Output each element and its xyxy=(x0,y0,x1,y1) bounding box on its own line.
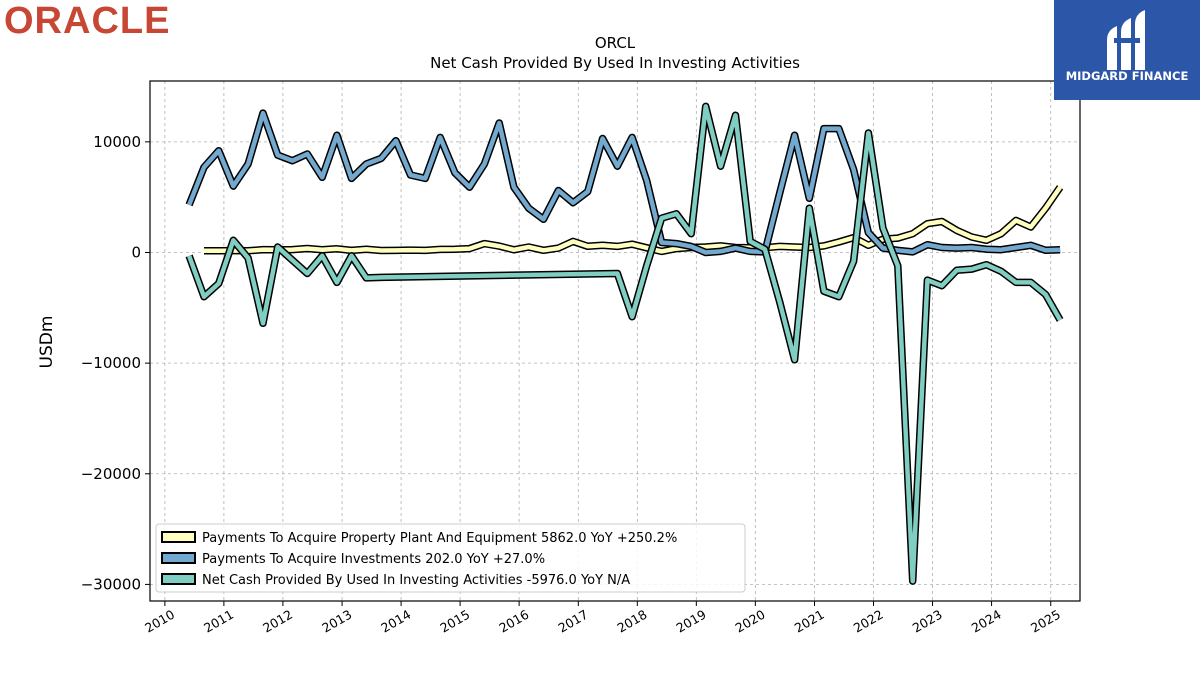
y-axis-label: USDm xyxy=(37,316,57,369)
legend-box xyxy=(155,523,746,593)
x-tick-label: 2022 xyxy=(851,607,886,636)
plot-frame xyxy=(149,80,1081,602)
x-tick-label: 2014 xyxy=(378,607,413,636)
legend-entry-label: Payments To Acquire Investments 202.0 Yo… xyxy=(202,552,545,567)
chart-title: ORCL xyxy=(595,34,636,52)
midgard-finance-logo-icon xyxy=(1107,10,1145,70)
x-tick-label: 2021 xyxy=(792,607,827,636)
legend-swatch xyxy=(161,573,196,585)
x-tick-label: 2020 xyxy=(733,607,768,636)
y-tick-label: 10000 xyxy=(93,133,141,151)
y-tick-label: −10000 xyxy=(81,354,141,372)
series-lines xyxy=(185,102,1064,585)
x-tick-label: 2012 xyxy=(260,607,295,636)
x-tick-label: 2016 xyxy=(496,607,531,636)
x-tick-label: 2025 xyxy=(1028,607,1063,636)
y-tick-label: −20000 xyxy=(81,465,141,483)
legend-entry-label: Payments To Acquire Property Plant And E… xyxy=(202,531,677,546)
x-tick-label: 2011 xyxy=(201,607,236,636)
x-tick-label: 2010 xyxy=(142,607,177,636)
x-tick-label: 2015 xyxy=(437,607,472,636)
chart-subtitle: Net Cash Provided By Used In Investing A… xyxy=(430,54,800,72)
oracle-logo: ORACLE xyxy=(4,0,171,42)
series-line-1 xyxy=(187,110,1061,255)
series-line-outline-1 xyxy=(185,109,1061,257)
x-tick-label: 2024 xyxy=(969,607,1004,636)
x-tick-label: 2017 xyxy=(556,607,591,636)
legend: Payments To Acquire Property Plant And E… xyxy=(155,523,746,593)
y-tick-label: −30000 xyxy=(81,575,141,593)
legend-swatch xyxy=(161,531,196,543)
badge-label: MIDGARD FINANCE xyxy=(1065,69,1189,83)
series-line-2 xyxy=(186,104,1063,584)
y-tick-label: 0 xyxy=(131,243,141,261)
legend-entry-label: Net Cash Provided By Used In Investing A… xyxy=(202,573,630,588)
series-line-0 xyxy=(203,185,1062,254)
x-tick-label: 2018 xyxy=(615,607,650,636)
x-tick-label: 2023 xyxy=(910,607,945,636)
legend-swatch xyxy=(161,552,196,564)
x-tick-label: 2013 xyxy=(319,607,354,636)
x-tick-label: 2019 xyxy=(674,607,709,636)
